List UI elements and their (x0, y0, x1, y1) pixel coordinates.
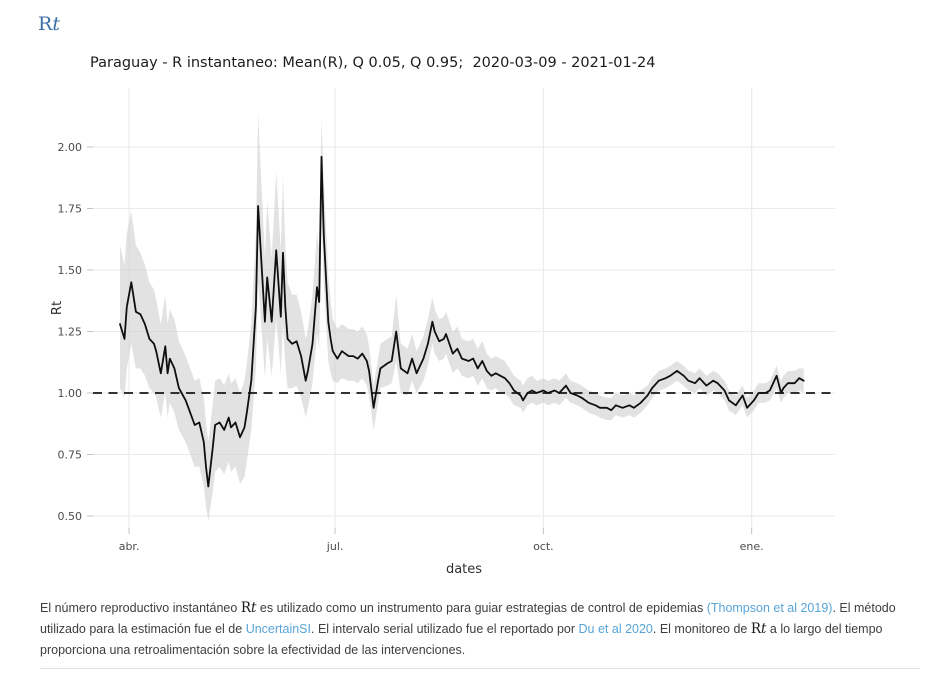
footnote-link[interactable]: Du et al 2020 (578, 622, 653, 636)
x-axis-label: dates (445, 562, 483, 577)
y-tick-label: 1.25 (58, 326, 83, 339)
page-heading-rt: Rt (38, 13, 60, 35)
x-tick-label: jul. (326, 540, 344, 553)
footnote-text: . El método utilizado para la estimación… (40, 601, 896, 636)
y-tick-label: 0.75 (58, 449, 83, 462)
math-char: R (750, 621, 762, 637)
math-char: R (240, 600, 251, 616)
rt-mean-line (119, 155, 805, 488)
footnote: El número reproductivo instantáneo Rt es… (40, 598, 924, 661)
y-tick-label: 2.00 (58, 141, 83, 154)
footnote-text: El número reproductivo instantáneo (40, 601, 241, 615)
footnote-text: . El intervalo serial utilizado fue el r… (311, 622, 579, 636)
y-tick-label: 1.00 (58, 387, 83, 400)
y-tick-label: 0.50 (58, 510, 83, 523)
y-tick-label: 1.75 (58, 203, 83, 216)
rt-chart: 0.50 0.75 1.00 1.25 1.50 1.75 2.00 abr. jul. oct.… (58, 88, 835, 553)
x-tick-label: ene. (740, 540, 764, 553)
footnote-divider (40, 668, 920, 669)
y-axis-label: Rt (49, 300, 65, 316)
math-rt: Rt (241, 600, 257, 616)
footnote-text: es utilizado como un instrumento para gu… (256, 601, 707, 615)
x-tick-label: abr. (119, 540, 140, 553)
footnote-link[interactable]: (Thompson et al 2019) (706, 601, 833, 615)
ci-ribbon (120, 112, 804, 521)
x-tick-label: oct. (533, 540, 554, 553)
math-char: R (38, 13, 53, 35)
math-char: t (250, 600, 257, 616)
math-char: t (52, 13, 60, 35)
footnote-text: a lo largo del tiempo proporciona una re… (40, 622, 883, 657)
y-tick-label: 1.50 (58, 264, 83, 277)
math-rt: Rt (751, 621, 767, 637)
footnote-link[interactable]: UncertainSI (245, 622, 311, 636)
math-char: t (761, 621, 767, 637)
footnote-text: . El monitoreo de (652, 622, 751, 636)
chart-title: Paraguay - R instantaneo: Mean(R), Q 0.0… (90, 55, 656, 71)
